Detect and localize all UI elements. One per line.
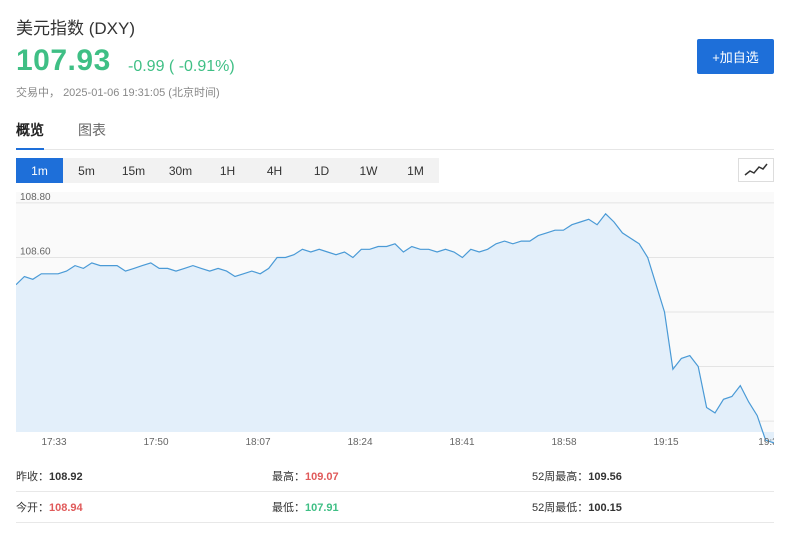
stat-52w-high: 52周最高：109.56 [532,468,622,484]
stat-value: 108.92 [49,471,83,483]
stat-label: 最高： [272,471,305,483]
price-area [16,213,774,443]
stat-value: 108.94 [49,502,83,514]
timezone-label: (北京时间) [168,87,220,99]
tab-bar: 概览 图表 [16,120,774,150]
interval-1d[interactable]: 1D [313,163,330,178]
interval-5m[interactable]: 5m [78,163,95,178]
price-chart: 108.80108.60108.40108.20108.0017:3317:50… [15,192,778,452]
stat-label: 52周最低： [532,502,589,514]
x-tick-label: 17:33 [41,437,66,448]
interval-1w[interactable]: 1W [359,163,378,178]
stat-value: 109.07 [305,471,339,483]
stat-prev-close: 昨收：108.92 [16,468,83,484]
interval-1m[interactable]: 1m [16,158,63,183]
stats-row: 昨收：108.92 最高：109.07 52周最高：109.56 [16,461,774,492]
tab-chart[interactable]: 图表 [78,122,106,138]
x-tick-label: 18:24 [347,437,372,448]
stat-52w-low: 52周最低：100.15 [532,499,622,515]
trading-status: 交易中， [16,87,60,99]
stat-value: 109.56 [588,471,622,483]
stat-label: 最低： [272,502,305,514]
price-line [15,212,775,444]
line-chart-icon [744,163,768,176]
stat-label: 今开： [16,502,49,514]
stat-label: 昨收： [16,471,49,483]
interval-1h[interactable]: 1H [219,163,236,178]
quote-timestamp: 2025-01-06 19:31:05 [63,87,166,99]
current-price: 107.93 [16,44,111,77]
y-tick-label: 108.60 [20,246,51,257]
stat-low: 最低：107.91 [272,499,339,515]
add-to-watchlist-button[interactable]: +加自选 [697,39,774,74]
price-change: -0.99 ( -0.91%) [128,58,235,75]
x-tick-label: 18:58 [551,437,576,448]
x-tick-label: 18:41 [449,437,474,448]
stat-value: 100.15 [588,502,622,514]
x-tick-label: 17:50 [143,437,168,448]
stats-row: 今开：108.94 最低：107.91 52周最低：100.15 [16,492,774,523]
interval-4h[interactable]: 4H [266,163,283,178]
interval-30m[interactable]: 30m [168,163,193,178]
interval-15m[interactable]: 15m [121,163,146,178]
stat-value: 107.91 [305,502,339,514]
stat-open: 今开：108.94 [16,499,83,515]
stats-table: 昨收：108.92 最高：109.07 52周最高：109.56 今开：108.… [16,461,774,523]
x-tick-label: 18:07 [245,437,270,448]
tab-overview[interactable]: 概览 [16,120,44,150]
y-tick-label: 108.80 [20,192,51,203]
stat-high: 最高：109.07 [272,468,339,484]
price-chart-svg: 108.80108.60108.40108.20108.0017:3317:50… [15,192,778,448]
stat-label: 52周最高： [532,471,589,483]
chart-type-toggle-button[interactable] [738,158,774,182]
interval-selector: 1m 5m 15m 30m 1H 4H 1D 1W 1M [16,158,439,183]
trading-status-line: 交易中， 2025-01-06 19:31:05 (北京时间) [16,84,220,100]
interval-1mo[interactable]: 1M [407,163,424,178]
instrument-title: 美元指数 (DXY) [16,19,135,38]
x-tick-label: 19:3 [758,437,774,448]
x-tick-label: 19:15 [653,437,678,448]
